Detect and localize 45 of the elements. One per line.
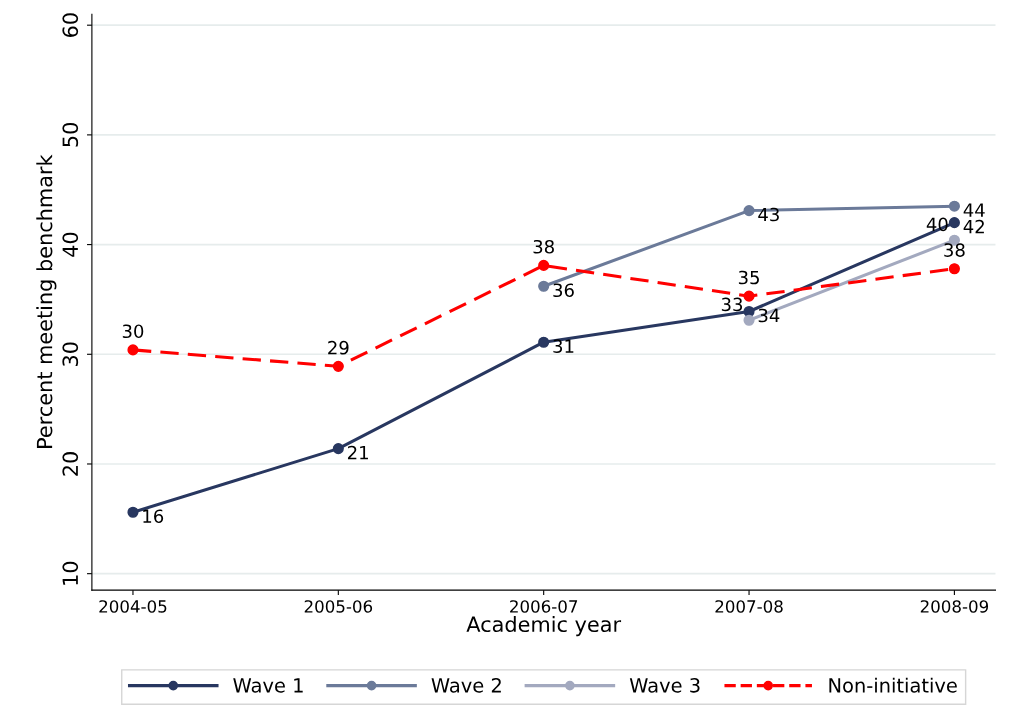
data-label: 16: [143, 509, 164, 524]
point: [538, 280, 550, 292]
y-tick-label: 60: [62, 13, 79, 37]
x-tick-label: 2008-09: [920, 600, 989, 613]
x-axis-title: Academic year: [466, 615, 622, 637]
y-tick-label: 20: [62, 452, 79, 476]
y-tick-label: 30: [62, 342, 79, 366]
legend-label: Wave 3: [629, 677, 700, 693]
data-label: 36: [553, 283, 574, 298]
point: [538, 259, 550, 271]
point: [948, 217, 960, 229]
data-label: 38: [533, 239, 554, 254]
x-tick-label: 2005-06: [304, 600, 373, 613]
x-tick-label: 2007-08: [715, 600, 783, 613]
x-tick-label: 2004-05: [99, 600, 167, 613]
y-axis-title: Percent meeting benchmark: [36, 154, 57, 448]
point: [743, 314, 755, 326]
point: [948, 263, 960, 275]
data-label: 30: [122, 324, 144, 339]
legend-label: Non-initiative: [829, 677, 957, 693]
legend-label: Wave 2: [431, 677, 501, 693]
point: [332, 443, 344, 455]
data-label: 35: [738, 270, 759, 285]
data-label: 34: [758, 308, 780, 323]
data-label: 33: [721, 297, 743, 312]
y-tick-label: 10: [62, 561, 79, 585]
y-tick-label: 50: [62, 123, 79, 147]
point: [127, 506, 139, 518]
point: [743, 205, 755, 217]
point: [332, 360, 344, 372]
point: [538, 336, 550, 348]
data-label: 42: [963, 219, 984, 234]
data-label: 31: [553, 339, 574, 354]
point: [743, 290, 755, 302]
data-label: 40: [926, 217, 948, 232]
y-tick-label: 40: [62, 232, 79, 257]
data-label: 21: [347, 445, 368, 460]
data-label: 29: [328, 340, 349, 355]
legend-label: Wave 1: [233, 678, 303, 693]
point: [127, 344, 139, 356]
data-label: 44: [963, 203, 985, 217]
x-tick-label: 2006-07: [510, 600, 578, 613]
data-label: 43: [758, 207, 779, 222]
point: [948, 200, 960, 212]
data-label: 38: [944, 243, 965, 257]
